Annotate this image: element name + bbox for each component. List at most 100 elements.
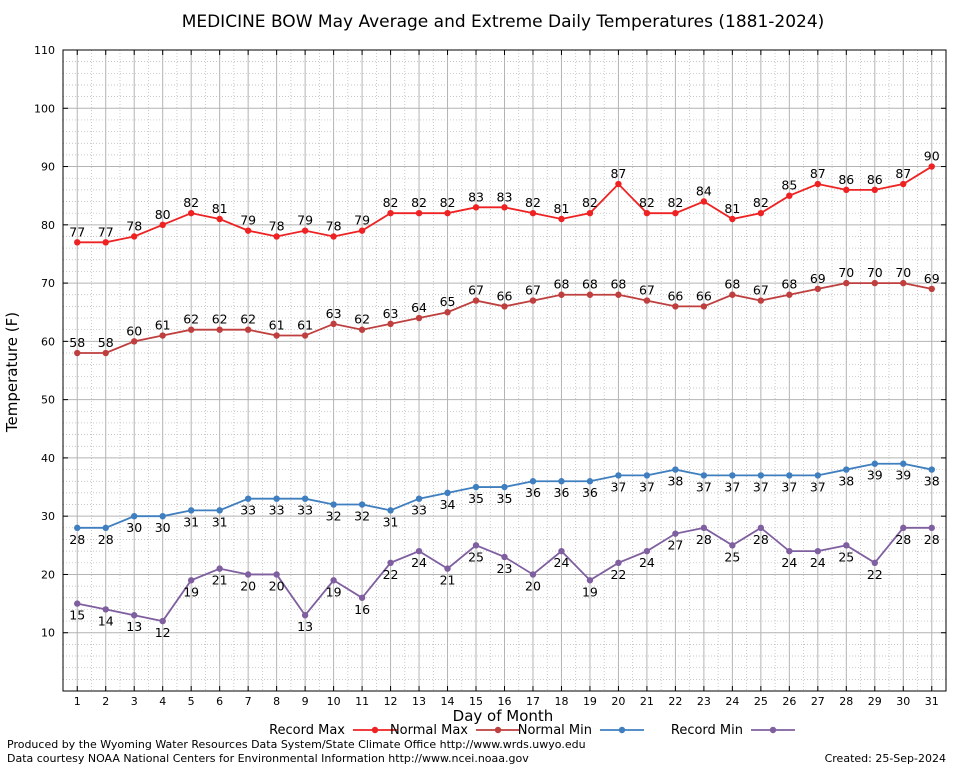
record-max-data-label: 86 xyxy=(838,172,854,187)
record-max-point xyxy=(273,233,280,240)
record-min-point xyxy=(501,553,508,561)
normal-max-data-label: 63 xyxy=(326,306,342,321)
normal-max-point xyxy=(415,314,423,322)
normal-min-data-label: 37 xyxy=(696,479,712,494)
normal-min-data-label: 28 xyxy=(69,532,85,547)
record-min-point xyxy=(159,617,166,625)
footer-data-courtesy: Data courtesy NOAA National Centers for … xyxy=(7,752,529,765)
normal-min-point xyxy=(472,483,480,491)
x-tick-label: 15 xyxy=(469,695,483,708)
record-max-point xyxy=(187,209,195,217)
normal-min-point xyxy=(159,512,166,520)
normal-min-data-label: 30 xyxy=(126,520,142,535)
record-min-data-label: 20 xyxy=(240,578,256,593)
record-min-data-label: 14 xyxy=(98,613,114,628)
normal-min-point xyxy=(529,478,537,485)
x-tick-label: 19 xyxy=(583,695,597,708)
legend-swatch-point xyxy=(769,726,777,734)
normal-min-data-label: 28 xyxy=(98,532,114,547)
normal-min-point xyxy=(928,466,935,473)
record-max-point xyxy=(643,209,651,217)
normal-min-data-label: 32 xyxy=(326,509,342,524)
record-max-point xyxy=(786,192,793,199)
normal-min-data-label: 34 xyxy=(440,497,456,512)
record-min-data-label: 24 xyxy=(810,555,826,570)
x-tick-label: 26 xyxy=(782,695,796,708)
record-max-point xyxy=(529,209,537,217)
record-min-point xyxy=(131,612,138,619)
normal-min-point xyxy=(187,507,195,514)
record-max-point xyxy=(216,215,223,223)
normal-min-point xyxy=(358,501,366,508)
record-max-data-label: 85 xyxy=(781,178,797,193)
record-max-data-label: 78 xyxy=(269,218,285,233)
record-max-series: 77 77 78 80 82 81 79 78 79 78 79 82 82 82 83 83 82 81 82 87… xyxy=(69,149,940,246)
legend-item-record-max: Record Max xyxy=(269,723,397,738)
normal-max-data-label: 65 xyxy=(440,294,456,309)
record-max-point xyxy=(672,209,679,217)
x-tick-label: 30 xyxy=(896,695,910,708)
record-min-point xyxy=(700,524,708,532)
normal-min-point xyxy=(814,472,822,479)
normal-max-point xyxy=(330,320,337,328)
record-min-data-label: 19 xyxy=(183,584,199,599)
record-max-data-label: 79 xyxy=(354,213,370,228)
record-max-point xyxy=(928,163,935,170)
x-tick-label: 18 xyxy=(554,695,568,708)
x-tick-label: 22 xyxy=(668,695,682,708)
normal-min-data-label: 33 xyxy=(297,503,313,518)
y-axis-label: Temperature (F) xyxy=(3,312,21,433)
record-max-data-label: 82 xyxy=(411,195,427,210)
normal-min-point xyxy=(586,478,594,485)
y-tick-label: 50 xyxy=(41,394,55,407)
normal-min-data-label: 31 xyxy=(212,514,228,529)
normal-min-data-label: 39 xyxy=(867,468,883,483)
normal-max-data-label: 68 xyxy=(582,277,598,292)
normal-max-data-label: 58 xyxy=(69,335,85,350)
normal-max-point xyxy=(444,309,451,316)
record-min-point xyxy=(216,565,223,572)
normal-min-data-label: 36 xyxy=(554,485,570,500)
normal-min-point xyxy=(415,495,423,502)
x-tick-label: 27 xyxy=(811,695,825,708)
normal-max-point xyxy=(928,285,935,293)
normal-max-data-label: 61 xyxy=(269,318,285,333)
normal-max-point xyxy=(558,291,565,298)
normal-min-point xyxy=(330,501,337,508)
record-min-data-label: 28 xyxy=(696,532,712,547)
x-tick-label: 16 xyxy=(498,695,512,708)
normal-max-point xyxy=(102,349,109,357)
x-tick-label: 10 xyxy=(327,695,341,708)
normal-max-data-label: 64 xyxy=(411,300,427,315)
record-max-data-label: 83 xyxy=(468,189,484,204)
x-tick-label: 23 xyxy=(697,695,711,708)
normal-min-point xyxy=(273,495,280,502)
x-tick-label: 17 xyxy=(526,695,540,708)
record-max-point xyxy=(558,215,565,223)
record-max-data-label: 81 xyxy=(724,201,740,216)
series-layer: 77 77 78 80 82 81 79 78 79 78 79 82 82 82 83 83 82 81 82 87… xyxy=(69,149,939,641)
normal-min-series: 28 28 30 30 31 31 33 33 33 32 32 31 33 34 35 35 36 36 36 37… xyxy=(69,460,940,547)
normal-min-point xyxy=(558,478,565,485)
record-min-data-label: 19 xyxy=(326,584,342,599)
record-min-data-label: 20 xyxy=(269,578,285,593)
x-tick-label: 13 xyxy=(412,695,426,708)
record-max-data-label: 82 xyxy=(582,195,598,210)
normal-max-point xyxy=(273,332,280,339)
record-min-point xyxy=(757,524,765,532)
normal-max-data-label: 68 xyxy=(724,277,740,292)
x-tick-label: 25 xyxy=(754,695,768,708)
legend-item-normal-max: Normal Max xyxy=(390,723,520,738)
record-max-data-label: 87 xyxy=(610,166,626,181)
normal-min-point xyxy=(729,472,736,479)
normal-max-point xyxy=(643,297,651,304)
record-max-data-label: 80 xyxy=(155,207,171,222)
normal-min-point xyxy=(387,507,394,514)
normal-max-data-label: 69 xyxy=(810,271,826,286)
normal-max-data-label: 62 xyxy=(354,312,370,327)
record-max-data-label: 79 xyxy=(297,213,313,228)
record-min-data-label: 21 xyxy=(212,573,228,588)
record-min-point xyxy=(330,577,337,584)
